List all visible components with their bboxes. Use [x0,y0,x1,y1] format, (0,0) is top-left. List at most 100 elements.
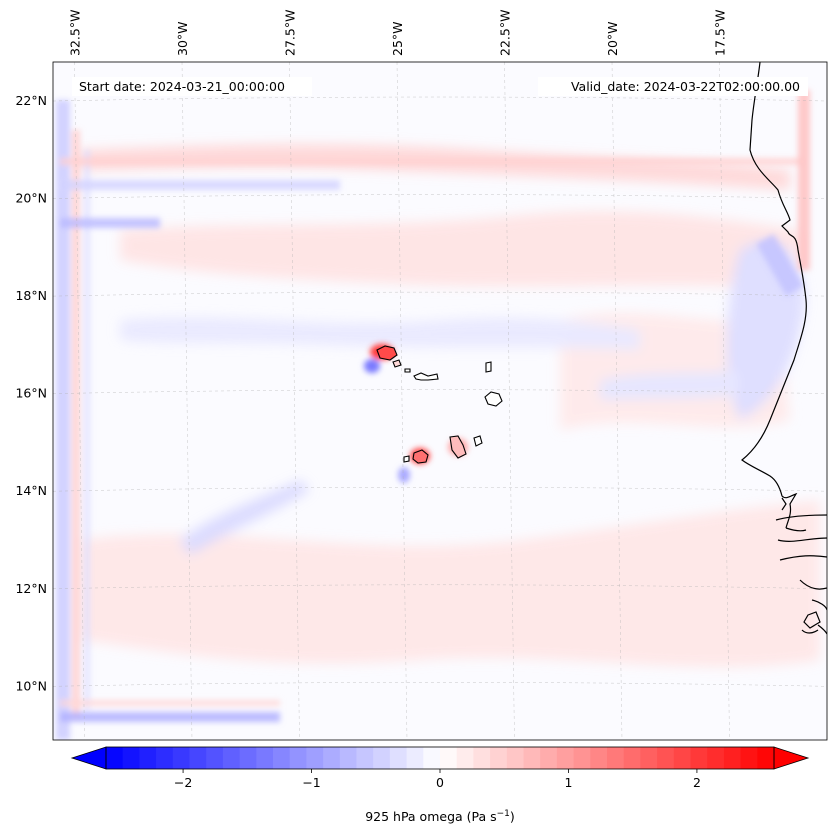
latitude-label: 14°N [15,483,47,498]
colorbar-swatch [172,747,191,769]
gridline-lat [53,682,827,687]
field-patch-blue-southwest [180,480,310,555]
colorbar-tick-label: 1 [564,775,572,790]
colorbar-tick-label: 0 [436,775,444,790]
colorbar-swatch [273,747,291,769]
colorbar-label-close: ) [510,809,515,824]
island-boa-vista [484,391,503,407]
longitude-label: 22.5°W [498,10,513,56]
latitude-labels: 22°N 20°N 18°N 16°N 14°N 12°N 10°N [15,93,47,693]
start-date-box [72,77,312,96]
boundary-strip-top-pink [60,158,800,165]
colorbar-tick-label: −1 [302,775,320,790]
boundary-strip-top-blue2 [60,218,160,228]
colorbar-swatch [323,747,341,769]
colorbar: −2 −1 0 1 2 925 hPa omega (Pa s−1) [70,746,810,824]
colorbar-ticks: −2 −1 0 1 2 [174,769,701,790]
coast-senegal-inlet [781,497,807,532]
boundary-strip-bottom-blue [60,712,280,722]
colorbar-swatch [373,747,391,769]
colorbar-swatch [456,747,474,769]
gridline-lat [53,389,827,394]
island-maio [473,435,483,447]
valid-date-box [538,77,808,96]
gridline-lon [396,62,408,740]
boundary-strip-top-blue [60,180,340,190]
gridline-lat [53,194,827,199]
field-patch-blue-band [120,317,640,350]
omega-field [53,62,827,740]
colorbar-label-main: 925 hPa omega (Pa s [365,809,496,824]
colorbar-swatch [640,747,658,769]
colorbar-swatch [389,747,408,769]
coast-gambia-guinea-bissau [775,514,827,635]
colorbar-swatch [222,747,241,769]
gridline-lon [504,62,515,740]
colorbar-swatch [506,747,525,769]
boundary-strip-left-blue [56,100,70,740]
latitude-label: 16°N [15,386,47,401]
gridline-lat [53,584,827,590]
colorbar-swatch [256,747,274,769]
colorbar-swatch [540,747,558,769]
colorbar-swatch [573,747,591,769]
colorbar-swatch [523,747,541,769]
colorbar-swatch [740,747,758,769]
longitude-label: 20°W [605,21,620,56]
colorbar-swatch [139,747,157,769]
boundary-strip-left-pink [72,130,80,720]
colorbar-swatch [206,747,224,769]
colorbar-swatch [690,747,708,769]
colorbar-swatch [306,747,324,769]
gridline-lon [74,62,85,740]
colorbar-tick-label: −2 [174,775,192,790]
colorbar-label-exponent: −1 [497,809,510,819]
longitude-label: 25°W [390,21,405,56]
colorbar-swatch [122,747,140,769]
gridline-lat [53,486,827,492]
colorbar-swatch [623,747,641,769]
colorbar-swatch [406,747,424,769]
colorbar-swatch [556,747,575,769]
longitude-label: 17.5°W [713,10,728,56]
boundary-strip-right-pink [798,90,810,270]
map-frame [52,61,828,741]
feature-blue-santo-antao [364,359,380,373]
colorbar-swatch [723,747,742,769]
latitude-label: 12°N [15,581,47,596]
latitude-label: 10°N [15,678,47,693]
colorbar-swatch [339,747,358,769]
latitude-label: 18°N [15,288,47,303]
valid-date-label: Valid_date: 2024-03-22T02:00:00.00 [571,79,800,94]
colorbar-label: 925 hPa omega (Pa s−1) [365,809,515,824]
longitude-label: 30°W [175,21,190,56]
gridline-lat [53,96,827,102]
gridline-lon [289,62,300,740]
field-patch-pink-south [80,500,820,668]
latitude-label: 22°N [15,93,47,108]
field-patch-blue-east [600,370,740,400]
gridline-lat [53,291,827,297]
cape-verde-islands [376,345,503,464]
colorbar-swatch [490,747,508,769]
colorbar-swatch [106,747,124,769]
map-panel: Start date: 2024-03-21_00:00:00 Valid_da… [52,61,828,741]
boundary-strip-left-blue2 [84,150,90,710]
boundary-strip-coast-blue [756,234,804,296]
coast-mauritania-senegal [741,62,807,529]
longitude-labels: 32.5°W 30°W 27.5°W 25°W 22.5°W 20°W 17.5°W [68,10,728,56]
gridline-lon [181,62,193,740]
field-patch-pink-north2 [120,210,800,290]
feature-blue-brava [398,467,410,483]
colorbar-swatch [590,747,608,769]
start-date-label: Start date: 2024-03-21_00:00:00 [79,79,285,94]
colorbar-swatch [607,747,625,769]
island-santiago [449,435,467,459]
gridlines [53,62,827,740]
island-sal [485,361,492,373]
field-patch-pink-north [80,144,790,190]
colorbar-swatch [657,747,675,769]
colorbar-swatch [473,747,491,769]
colorbar-tick-label: 2 [693,775,701,790]
